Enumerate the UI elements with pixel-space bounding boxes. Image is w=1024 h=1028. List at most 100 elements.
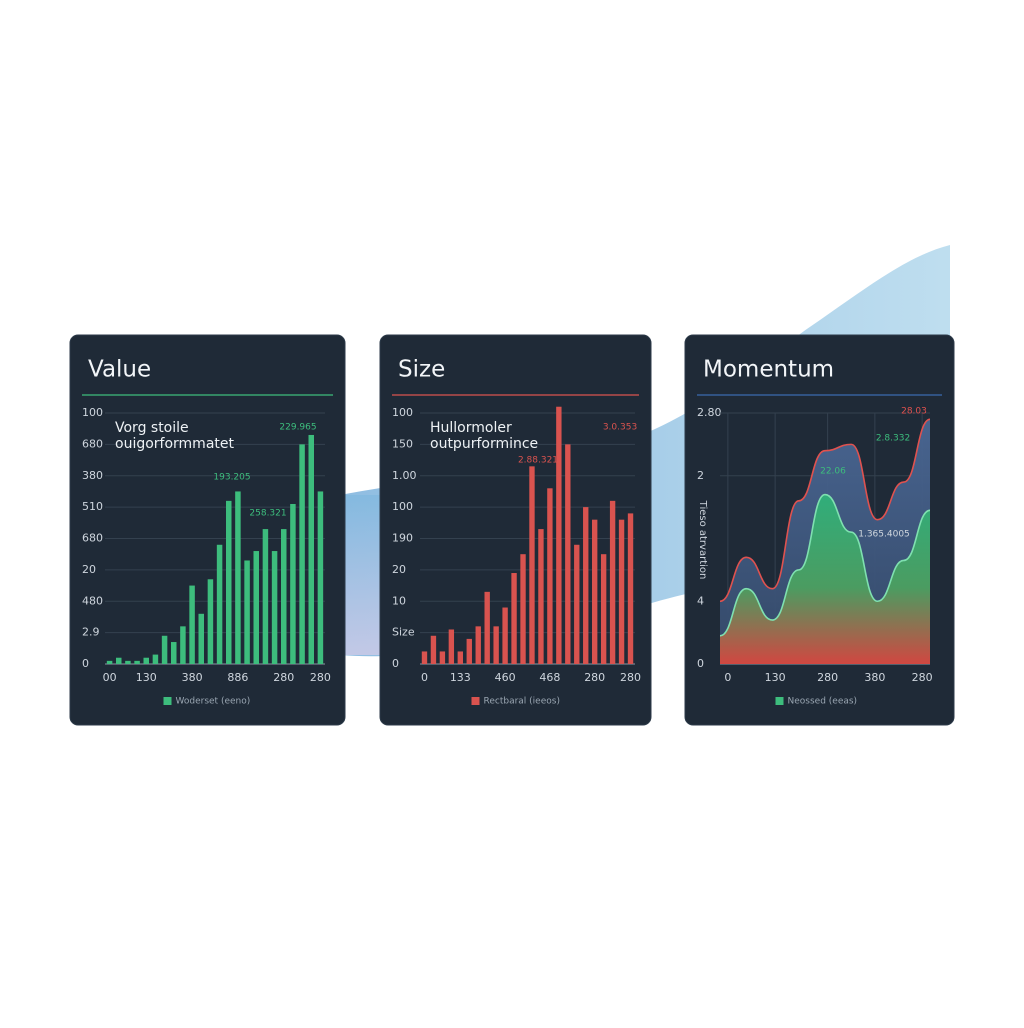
y-axis-label: Tieso atrvartion (697, 500, 708, 580)
bar (308, 434, 314, 664)
bar (511, 573, 517, 664)
y-tick-label: 20 (392, 563, 406, 576)
y-tick-label: 20 (82, 563, 96, 576)
bar (235, 491, 241, 664)
bar (180, 626, 186, 664)
y-tick-label: 150 (392, 437, 413, 450)
y-tick-label: 4 (697, 594, 704, 607)
bar (207, 579, 214, 664)
x-tick-label: 130 (765, 671, 786, 684)
bar (475, 626, 481, 664)
bar (143, 657, 149, 664)
y-tick-label: 0 (697, 657, 704, 670)
bar (226, 500, 232, 664)
bar (152, 654, 159, 664)
annotation: outpurformince (430, 436, 538, 452)
bar (116, 657, 122, 664)
y-tick-label: 0 (82, 657, 89, 670)
card-title: Size (398, 357, 445, 383)
y-tick-label: 680 (82, 437, 103, 450)
y-tick-label: 680 (82, 532, 103, 545)
bar (547, 488, 553, 664)
y-tick-label: 380 (82, 469, 103, 482)
annotation: ouigorformmatet (115, 436, 234, 452)
bar (592, 519, 598, 664)
x-tick-label: 130 (136, 671, 157, 684)
x-tick-label: 380 (864, 671, 885, 684)
annotation: Hullormoler (430, 420, 512, 436)
legend-label: Woderset (eeno) (176, 697, 251, 707)
bar (618, 519, 625, 664)
bar (216, 544, 223, 664)
y-tick-label: 2.9 (82, 626, 100, 639)
bar (161, 635, 168, 664)
bar (125, 660, 131, 664)
y-tick-label: 10 (392, 594, 406, 607)
x-tick-label: 280 (584, 671, 605, 684)
bar (299, 444, 305, 664)
data-label: 22.06 (820, 467, 846, 477)
x-tick-label: 280 (912, 671, 933, 684)
data-label: 229.965 (279, 423, 316, 433)
bar (600, 554, 607, 664)
legend-swatch (775, 697, 784, 705)
legend-label: Neossed (eeas) (788, 697, 858, 707)
line (719, 493, 931, 637)
bar (493, 626, 499, 664)
x-tick-label: 280 (310, 671, 331, 684)
bar (556, 406, 562, 664)
x-tick-label: 00 (103, 671, 117, 684)
bar (198, 613, 204, 664)
bar (609, 500, 616, 664)
card-title: Momentum (703, 357, 834, 383)
data-label: 28.03 (901, 407, 927, 417)
x-tick-label: 280 (620, 671, 641, 684)
bar (448, 629, 455, 664)
y-tick-label: 510 (82, 500, 103, 513)
y-tick-label: 100 (392, 406, 413, 419)
y-tick-label: Size (392, 626, 415, 639)
data-label: 2.88.321 (518, 456, 558, 466)
bar (134, 660, 140, 664)
bar (171, 642, 177, 664)
bar (466, 638, 472, 664)
area (720, 494, 930, 664)
bar (317, 491, 324, 664)
bar (106, 660, 113, 664)
y-tick-label: 1.00 (392, 469, 417, 482)
bar (457, 651, 463, 664)
data-label: 193.205 (213, 473, 250, 483)
line (719, 418, 931, 603)
annotation: Vorg stoile (115, 420, 189, 436)
bar (189, 585, 195, 664)
y-tick-label: 2 (697, 469, 704, 482)
bar (262, 529, 269, 664)
legend-swatch (471, 697, 480, 705)
bar (281, 529, 287, 664)
x-tick-label: 460 (495, 671, 516, 684)
x-tick-label: 380 (182, 671, 203, 684)
bar (253, 551, 259, 664)
bar (520, 554, 526, 664)
bar (430, 635, 437, 664)
x-tick-label: 468 (539, 671, 560, 684)
y-tick-label: 0 (392, 657, 399, 670)
x-tick-label: 280 (273, 671, 294, 684)
bar (583, 507, 589, 664)
x-tick-label: 133 (450, 671, 471, 684)
legend-label: Rectbaral (ieeos) (484, 697, 560, 707)
bar (529, 466, 535, 664)
bar (439, 651, 446, 664)
y-tick-label: 480 (82, 594, 103, 607)
bar (290, 503, 296, 664)
data-label: 1.365.4005 (858, 530, 910, 540)
y-tick-label: 190 (392, 532, 413, 545)
background-wave (345, 495, 385, 655)
data-label: 2.8.332 (876, 434, 910, 444)
bar (244, 560, 250, 664)
card-title: Value (88, 357, 151, 383)
y-tick-label: 2.80 (697, 406, 722, 419)
x-tick-label: 280 (817, 671, 838, 684)
